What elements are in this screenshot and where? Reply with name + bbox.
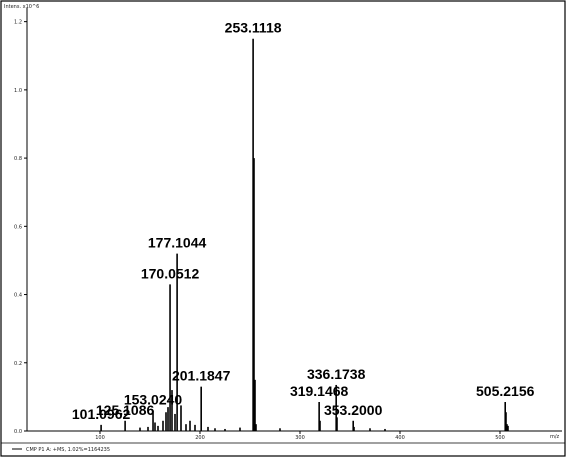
peak-label: 101.0962 (72, 406, 131, 422)
peak-label: 153.0240 (124, 392, 183, 408)
footer-legend-text: CMP P1 A: +MS, 1.02%=1164235 (26, 447, 110, 453)
y-axis-title: Intens. x10^6 (4, 4, 39, 10)
y-tick-label: 1.0 (14, 88, 22, 94)
x-tick-label: 400 (395, 435, 405, 441)
x-tick-label: 100 (95, 435, 105, 441)
peak-label: 125.1086 (96, 402, 155, 418)
peak-label: 170.0512 (141, 265, 200, 281)
peak-label: 353.2000 (324, 402, 383, 418)
x-ticks: 100 200 300 400 500 (95, 431, 505, 441)
y-tick-label: 0.8 (14, 156, 22, 162)
y-tick-label: 0.0 (14, 429, 22, 435)
peak-label: 253.1118 (225, 20, 282, 36)
y-tick-label: 0.4 (14, 293, 22, 299)
y-tick-label: 0.2 (14, 361, 22, 367)
x-axis-end-label: m/z (550, 434, 560, 440)
peak-label: 319.1468 (290, 383, 349, 399)
y-tick-label: 1.2 (14, 20, 22, 26)
x-tick-label: 200 (195, 435, 205, 441)
peak-label: 505.2156 (476, 383, 535, 399)
x-tick-label: 300 (295, 435, 305, 441)
peak-label: 336.1738 (307, 366, 366, 382)
x-tick-label: 500 (495, 435, 505, 441)
y-ticks: 0.0 0.2 0.4 0.6 0.8 1.0 1.2 (14, 20, 27, 435)
y-tick-label: 0.6 (14, 224, 22, 230)
peak-label: 177.1044 (148, 235, 207, 251)
peak-label: 201.1847 (172, 368, 231, 384)
